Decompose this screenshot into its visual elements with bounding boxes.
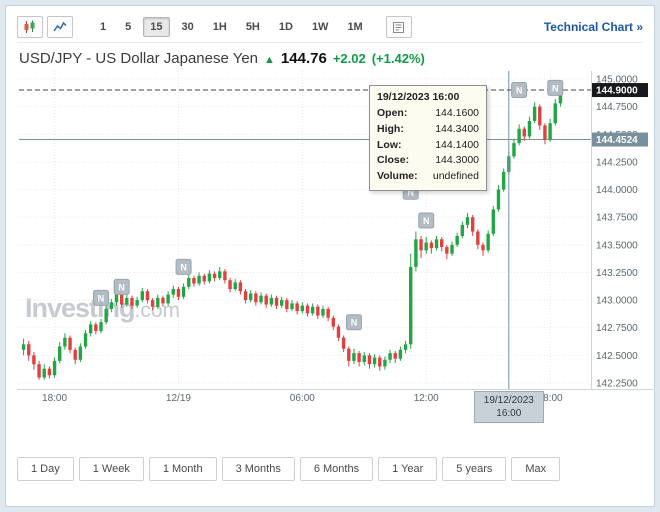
range-buttons: 1 Day 1 Week 1 Month 3 Months 6 Months 1 Year…	[17, 457, 643, 481]
svg-text:N: N	[180, 262, 187, 272]
interval-15[interactable]: 15	[143, 17, 170, 37]
watermark-rest: .com	[134, 299, 181, 322]
y-axis-label: 143.2500	[596, 268, 638, 279]
interval-1[interactable]: 1	[100, 21, 107, 33]
range-5-years[interactable]: 5 years	[442, 457, 507, 481]
interval-1D[interactable]: 1D	[278, 21, 293, 33]
tooltip-row: Close: 144.3000	[377, 154, 479, 167]
svg-text:N: N	[118, 282, 125, 292]
range-3-months[interactable]: 3 Months	[221, 457, 295, 481]
news-marker[interactable]: N	[418, 212, 435, 229]
range-1-day[interactable]: 1 Day	[17, 457, 74, 481]
interval-1W[interactable]: 1W	[311, 21, 329, 33]
grid-layer	[19, 71, 591, 389]
interval-group: 1 5 15 30 1H 5H 1D 1W 1M	[93, 17, 370, 37]
interval-5[interactable]: 5	[125, 21, 132, 33]
instrument-title: USD/JPY - US Dollar Japanese Yen	[19, 50, 259, 67]
news-marker[interactable]: N	[93, 289, 110, 306]
y-axis: 145.0000144.7500144.5000144.2500144.0000…	[596, 75, 638, 390]
crosshair-price-badge: 144.9000	[592, 83, 648, 98]
interval-30[interactable]: 30	[181, 21, 194, 33]
news-marker[interactable]: N	[113, 278, 130, 295]
y-axis-label: 142.7500	[596, 323, 638, 334]
crosshair-time-badge: 19/12/2023 16:00	[473, 391, 544, 423]
y-axis-label: 143.0000	[596, 296, 638, 307]
svg-text:N: N	[98, 293, 105, 303]
line-chart-type-button[interactable]	[47, 16, 73, 38]
news-report-icon	[393, 21, 405, 33]
x-axis-label: 06:00	[289, 393, 315, 404]
tooltip-row: High: 144.3400	[377, 122, 479, 135]
interval-1H[interactable]: 1H	[212, 21, 227, 33]
x-axis-label: 12:00	[413, 393, 439, 404]
y-axis-label: 142.5000	[596, 351, 638, 362]
candles-layer	[21, 86, 563, 380]
chart-toolbar: 1 5 15 30 1H 5H 1D 1W 1M Technical Chart »	[17, 12, 643, 43]
tooltip-row: Open: 144.1600	[377, 107, 479, 119]
chart-widget: 1 5 15 30 1H 5H 1D 1W 1M Technical Chart » USD/J…	[5, 5, 655, 507]
tooltip-row: Low: 144.1400	[377, 138, 479, 151]
news-marker[interactable]: N	[547, 79, 564, 96]
crosshair-date: 19/12/2023	[483, 395, 534, 406]
news-marker[interactable]: N	[175, 258, 192, 275]
range-6-months[interactable]: 6 Months	[299, 457, 374, 481]
svg-text:N: N	[351, 318, 358, 328]
y-axis-label: 142.2500	[596, 379, 638, 390]
range-1-year[interactable]: 1 Year	[378, 457, 438, 481]
interval-1M[interactable]: 1M	[347, 21, 363, 33]
y-axis-label: 144.2500	[596, 157, 638, 168]
candlestick-chart-type-button[interactable]	[17, 16, 43, 38]
svg-text:N: N	[407, 187, 414, 197]
y-axis-label: 144.7500	[596, 102, 638, 113]
x-axis-label: 18:00	[42, 393, 68, 404]
tooltip-rows: Open: 144.1600 High: 144.3400 Low: 144.1400 Cl…	[377, 106, 479, 185]
crosshair-time: 16:00	[496, 408, 522, 419]
price-change: +2.02	[332, 51, 366, 66]
svg-text:N: N	[423, 216, 430, 226]
svg-text:144.9000: 144.9000	[596, 86, 638, 97]
y-axis-label: 143.7500	[596, 213, 638, 224]
tooltip-row: Volume: undefined	[377, 170, 479, 182]
reference-price-badge: 144.4524	[592, 132, 648, 147]
range-max[interactable]: Max	[511, 457, 561, 481]
y-axis-label: 144.0000	[596, 185, 638, 196]
svg-text:144.4524: 144.4524	[596, 135, 638, 146]
price-chart[interactable]: NNNNNNNN145.0000144.7500144.5000144.2500…	[17, 71, 653, 391]
technical-chart-link[interactable]: Technical Chart »	[543, 20, 643, 34]
ohlc-tooltip: 19/12/2023 16:00 Open: 144.1600 High: 144.3…	[369, 85, 487, 191]
news-report-button[interactable]	[385, 16, 412, 38]
chart-area: Investing.com N N N N N N N N 145.0000 144.7500 14…	[17, 71, 653, 445]
interval-5H[interactable]: 5H	[245, 21, 260, 33]
candlestick-icon	[24, 20, 35, 33]
news-marker[interactable]: N	[511, 82, 528, 99]
svg-text:N: N	[516, 86, 523, 96]
line-chart-icon	[53, 21, 67, 32]
last-price: 144.76	[280, 50, 327, 67]
range-1-week[interactable]: 1 Week	[78, 457, 144, 481]
price-change-percent: (+1.42%)	[371, 51, 425, 66]
price-up-arrow-icon: ▲	[264, 54, 275, 66]
instrument-header: USD/JPY - US Dollar Japanese Yen ▲ 144.7…	[17, 43, 643, 71]
x-axis-label: 12/19	[165, 393, 191, 404]
tooltip-datetime: 19/12/2023 16:00	[377, 91, 460, 103]
news-markers: N N N N N N N N	[93, 79, 564, 331]
news-marker[interactable]: N	[345, 314, 362, 331]
y-axis-label: 143.5000	[596, 240, 638, 251]
x-axis: 18:00 12/19 06:00 12:00 18:00	[17, 391, 591, 407]
x-axis-label: 18:00	[537, 393, 563, 404]
svg-text:N: N	[552, 83, 559, 93]
y-axis-label: 145.0000	[596, 75, 638, 86]
range-1-month[interactable]: 1 Month	[148, 457, 217, 481]
